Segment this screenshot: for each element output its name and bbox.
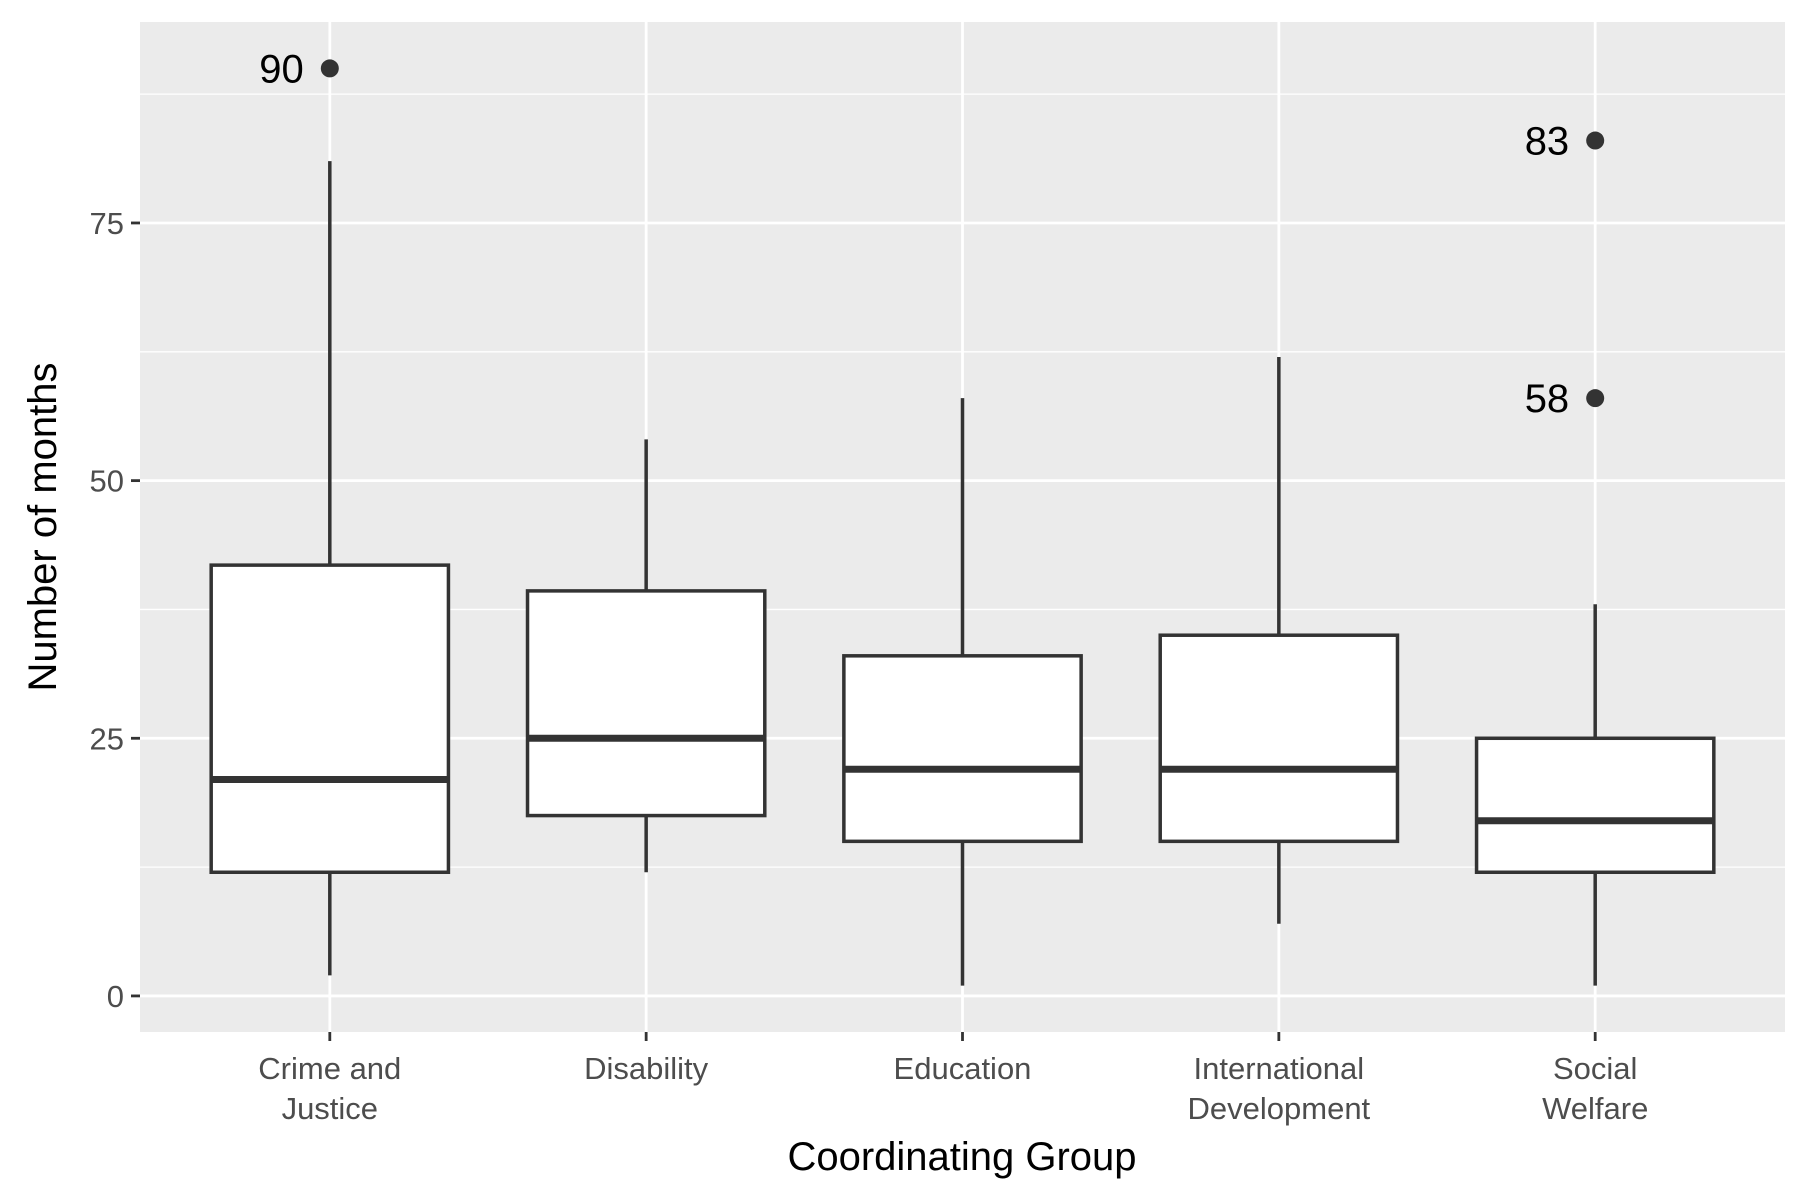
x-tick-label: International Development bbox=[1188, 1051, 1371, 1126]
outlier-point bbox=[320, 59, 339, 78]
x-tick-label-line: Disability bbox=[584, 1051, 709, 1086]
y-axis: 0 25 50 75 bbox=[90, 206, 140, 1014]
x-axis-title: Coordinating Group bbox=[787, 1135, 1136, 1179]
x-tick-label: Social Welfare bbox=[1542, 1051, 1648, 1126]
x-tick-label: Education bbox=[894, 1051, 1032, 1086]
box-iqr bbox=[1158, 633, 1400, 844]
x-tick-label-line: Education bbox=[894, 1051, 1032, 1086]
box-iqr bbox=[1474, 736, 1716, 875]
x-tick-label-line: Welfare bbox=[1542, 1091, 1648, 1126]
outlier-point bbox=[1586, 131, 1605, 150]
x-tick-label: Crime and Justice bbox=[258, 1051, 401, 1126]
box-series: 90 83 58 bbox=[209, 47, 1716, 986]
outlier-point bbox=[1586, 389, 1605, 408]
box-group bbox=[525, 439, 767, 873]
x-axis: Crime and Justice Disability Education Inter… bbox=[258, 1032, 1648, 1126]
x-tick-label-line: International bbox=[1194, 1051, 1365, 1086]
box-group: 83 58 bbox=[1474, 120, 1716, 986]
x-tick-label-line: Development bbox=[1188, 1091, 1371, 1126]
x-tick-label: Disability bbox=[584, 1051, 709, 1086]
y-tick-label: 50 bbox=[90, 464, 124, 499]
box-iqr bbox=[525, 589, 767, 818]
y-axis-title: Number of months bbox=[21, 362, 65, 691]
x-tick-label-line: Social bbox=[1553, 1051, 1637, 1086]
x-tick-label-line: Justice bbox=[282, 1091, 378, 1126]
y-tick-label: 75 bbox=[90, 206, 124, 241]
x-tick-label-line: Crime and bbox=[258, 1051, 401, 1086]
box-group bbox=[842, 398, 1083, 986]
box-iqr bbox=[842, 654, 1083, 844]
outlier-label: 90 bbox=[259, 47, 304, 91]
outlier-label: 58 bbox=[1525, 377, 1570, 421]
outlier-label: 83 bbox=[1525, 120, 1570, 164]
y-tick-label: 0 bbox=[107, 979, 124, 1014]
box-iqr bbox=[209, 563, 451, 875]
box-group: 90 bbox=[209, 47, 451, 976]
y-tick-label: 25 bbox=[90, 721, 124, 756]
box-group bbox=[1158, 356, 1400, 924]
